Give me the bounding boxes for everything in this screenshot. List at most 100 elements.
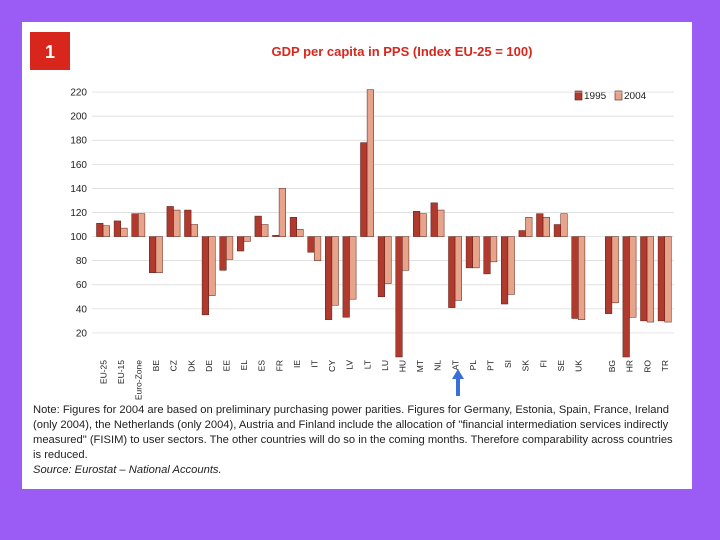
bar-2004-HU: [402, 236, 410, 271]
x-tick-label: IT: [310, 360, 320, 368]
x-axis-labels: EU-25 EU-15 Euro-Zone BE CZ DK DE EE EL ES FR IE IT C…: [98, 360, 670, 401]
note-text: Note: Figures for 2004 are based on prel…: [33, 404, 673, 461]
bar-2004-EU-25: [102, 225, 110, 237]
legend: 1995 2004: [574, 90, 647, 102]
bar-1995-EU-25: [96, 223, 104, 237]
bar-2004-RO: [646, 236, 654, 323]
bar-1995-EU-15: [113, 220, 121, 237]
x-tick-label: FR: [274, 360, 284, 371]
chart-note: Note: Figures for 2004 are based on prel…: [33, 403, 683, 478]
x-tick-label: EU-15: [116, 360, 126, 384]
y-tick-label: 120: [70, 208, 87, 219]
bar-2004-SK: [525, 217, 533, 237]
x-tick-label: AT: [450, 360, 460, 370]
bar-2004-AT: [454, 236, 462, 301]
bar-2004-SI: [507, 236, 515, 295]
bar-2004-UK: [578, 236, 586, 320]
bar-1995-HR: [622, 236, 630, 358]
bar-2004-CY: [331, 236, 339, 306]
x-tick-label: FI: [538, 360, 548, 368]
bar-2004-FR: [278, 188, 286, 237]
x-tick-label: ES: [257, 360, 267, 372]
y-tick-label: 160: [70, 160, 87, 171]
bar-2004-HR: [629, 236, 637, 318]
x-tick-label: EE: [222, 360, 232, 372]
bar-1995-EE: [219, 236, 227, 271]
x-tick-label: PT: [486, 360, 496, 371]
legend-label-1995: 1995: [584, 91, 607, 102]
y-tick-label: 40: [76, 304, 88, 315]
y-tick-label: 180: [70, 136, 87, 147]
y-tick-label: 220: [70, 88, 87, 99]
bar-1995-DK: [184, 209, 192, 237]
bar-2004-EE: [226, 236, 234, 260]
x-tick-label: BE: [151, 360, 161, 372]
x-tick-label: BG: [607, 360, 617, 372]
bar-2004-PT: [490, 236, 498, 263]
bar-2004-FI: [542, 217, 550, 237]
bar-1995-AT: [448, 236, 456, 308]
bar-2004-DK: [190, 224, 198, 237]
x-tick-label: LT: [362, 360, 372, 369]
bar-1995-Euro-Zone: [131, 213, 139, 237]
bar-1995-BE: [149, 236, 157, 273]
bar-2004-IT: [314, 236, 322, 261]
legend-swatch-1995: [574, 90, 583, 101]
bar-2004-EU-15: [120, 227, 128, 237]
x-tick-label: HR: [625, 360, 635, 372]
bar-2004-DE: [208, 236, 216, 296]
figure-number-badge: [30, 32, 70, 70]
bar-1995-IE: [289, 217, 297, 237]
x-tick-label: SI: [503, 360, 513, 368]
bar-2004-TR: [664, 236, 672, 323]
y-tick-label: 80: [76, 256, 88, 267]
bar-1995-MT: [413, 211, 421, 237]
x-tick-label: TR: [660, 360, 670, 371]
bar-1995-SI: [501, 236, 509, 305]
bar-2004-MT: [419, 213, 427, 237]
bar-1995-LU: [377, 236, 385, 298]
bar-1995-BG: [605, 236, 613, 314]
bar-1995-PL: [465, 236, 473, 269]
bar-2004-SE: [560, 213, 568, 237]
bar-1995-RO: [640, 236, 648, 322]
bar-2004-ES: [261, 224, 269, 237]
bar-1995-FR: [272, 235, 280, 237]
bar-1995-PT: [483, 236, 491, 275]
bar-1995-HU: [395, 236, 403, 358]
arrow-icon: [452, 369, 464, 396]
slide-frame: 1 GDP per capita in PPS (Index EU-25 = 1…: [22, 22, 692, 489]
bar-1995-CY: [325, 236, 333, 320]
x-tick-label: DK: [186, 360, 196, 372]
x-tick-label: Euro-Zone: [134, 360, 144, 400]
x-tick-label: UK: [574, 360, 584, 372]
x-tick-label: SE: [556, 360, 566, 372]
bar-1995-ES: [254, 215, 262, 237]
bar-1995-UK: [571, 236, 579, 319]
figure-number: 1: [45, 42, 55, 62]
x-tick-label: NL: [433, 360, 443, 371]
x-tick-label: HU: [398, 360, 408, 372]
y-tick-label: 200: [70, 112, 87, 123]
legend-label-2004: 2004: [624, 91, 647, 102]
bar-2004-EL: [243, 236, 251, 242]
bar-1995-EL: [237, 236, 245, 252]
x-tick-label: IE: [292, 360, 302, 368]
bar-1995-CZ: [166, 206, 174, 237]
bar-2004-IE: [296, 229, 304, 237]
bars: [96, 89, 672, 358]
bar-2004-PL: [472, 236, 480, 269]
bar-1995-FI: [536, 213, 544, 237]
bar-1995-IT: [307, 236, 315, 253]
x-tick-label: EU-25: [98, 360, 108, 384]
bar-2004-CZ: [173, 209, 181, 237]
bar-1995-LT: [360, 142, 368, 237]
y-tick-label: 100: [70, 232, 87, 243]
y-tick-label: 140: [70, 184, 87, 195]
bar-1995-LV: [342, 236, 350, 318]
bar-2004-LU: [384, 236, 392, 284]
bar-1995-SK: [518, 230, 526, 237]
bar-1995-TR: [657, 236, 665, 322]
x-tick-label: PL: [468, 360, 478, 371]
x-tick-label: MT: [415, 360, 425, 372]
